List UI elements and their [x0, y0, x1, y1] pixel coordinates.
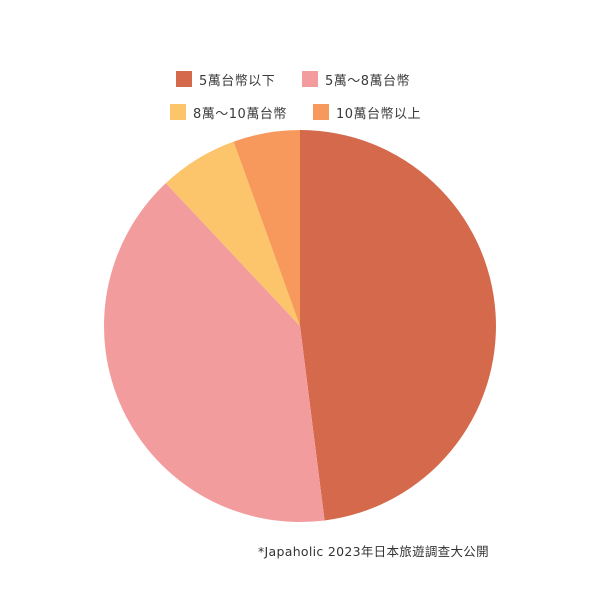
- legend-item-under-50k: 5萬台幣以下: [176, 69, 275, 89]
- source-note: *Japaholic 2023年日本旅遊調查大公開: [258, 544, 489, 559]
- pie-slice-under-50k: [300, 130, 496, 521]
- legend-item-80k-100k: 8萬～10萬台幣: [170, 102, 287, 122]
- legend-swatch-over-100k: [313, 104, 329, 120]
- legend-swatch-under-50k: [176, 71, 192, 87]
- legend-item-50k-80k: 5萬～8萬台幣: [302, 69, 410, 89]
- pie-slice-50k-80k: [104, 183, 325, 522]
- chart-legend: 5萬台幣以下 5萬～8萬台幣 8萬～10萬台幣 10萬台幣以上: [0, 0, 600, 130]
- legend-label-under-50k: 5萬台幣以下: [199, 73, 276, 89]
- legend-item-over-100k: 10萬台幣以上: [313, 102, 421, 122]
- legend-swatch-80k-100k: [170, 104, 186, 120]
- pie-slice-80k-100k: [165, 141, 300, 326]
- legend-label-80k-100k: 8萬～10萬台幣: [193, 106, 287, 122]
- pie-slice-over-100k: [233, 130, 300, 326]
- legend-label-50k-80k: 5萬～8萬台幣: [325, 73, 411, 89]
- legend-label-over-100k: 10萬台幣以上: [336, 106, 422, 122]
- legend-swatch-50k-80k: [302, 71, 318, 87]
